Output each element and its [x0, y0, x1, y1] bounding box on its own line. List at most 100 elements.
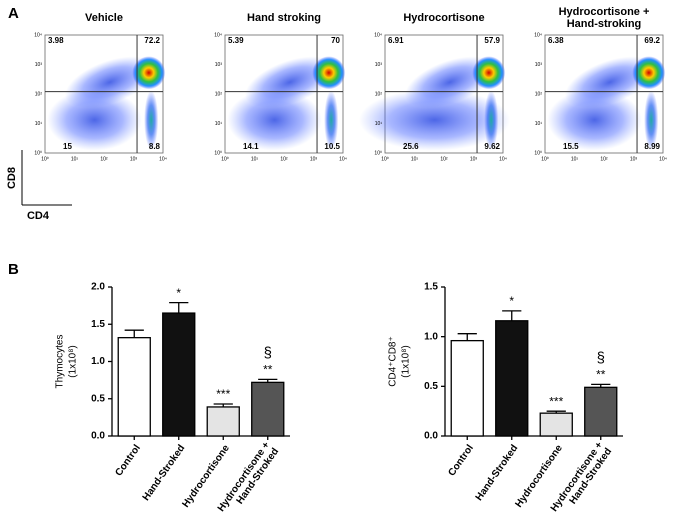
bar [251, 381, 285, 437]
quadrant-value: 15 [63, 142, 72, 151]
y-tick-label: 1.0 [91, 356, 105, 367]
axis-tick-label: 10⁴ [534, 32, 542, 38]
axis-tick-label: 10⁴ [659, 156, 667, 162]
axis-tick-label: 10¹ [215, 121, 223, 127]
axis-tick-label: 10⁴ [214, 32, 222, 38]
bar [495, 320, 529, 437]
axis-tick-label: 10² [100, 156, 108, 162]
axis-tick-label: 10⁴ [34, 32, 42, 38]
axis-tick-label: 10¹ [35, 121, 43, 127]
bar [584, 386, 618, 437]
axis-tick-label: 10⁴ [499, 156, 507, 162]
axis-tick-label: 10⁴ [339, 156, 347, 162]
quadrant-value: 9.62 [484, 142, 500, 151]
axis-tick-label: 10² [440, 156, 448, 162]
axis-tick-label: 10⁰ [541, 156, 549, 162]
axis-tick-label: 10⁰ [534, 150, 542, 156]
cell-hotspot [472, 56, 506, 90]
text-line: Hand-stroking [567, 18, 642, 30]
quadrant-value: 6.91 [388, 36, 404, 45]
axis-tick-label: 10¹ [411, 156, 419, 162]
panel-label: B [8, 261, 19, 278]
axis-tick-label: 10² [280, 156, 288, 162]
cell-strip [144, 90, 159, 150]
cell-strip [484, 90, 499, 150]
axis-tick-label: 10¹ [71, 156, 79, 162]
bar [162, 312, 196, 437]
significance-mark: ** [596, 368, 606, 382]
axis-tick-label: 10³ [470, 156, 478, 162]
quadrant-value: 6.38 [548, 36, 564, 45]
axis-tick-label: 10⁰ [221, 156, 229, 162]
cell-cloud [359, 89, 511, 151]
quadrant-value: 72.2 [144, 36, 160, 45]
plot-title: Hand stroking [247, 12, 321, 24]
bar [117, 337, 151, 437]
y-tick-label: 0.5 [91, 393, 105, 404]
axis-tick-label: 10¹ [571, 156, 579, 162]
cell-cloud [47, 89, 142, 151]
y-tick-label: 0.5 [424, 381, 438, 392]
axis-tick-label: 10² [215, 91, 223, 97]
plot-title: Hydrocortisone [403, 12, 484, 24]
axis-label: CD8 [6, 167, 18, 189]
axis-tick-label: 10³ [375, 62, 383, 68]
axis-tick-label: 10³ [35, 62, 43, 68]
axis-label: CD4 [27, 210, 50, 222]
axis-tick-label: 10⁴ [374, 32, 382, 38]
cell-cloud [547, 89, 642, 151]
quadrant-value: 25.6 [403, 142, 419, 151]
y-tick-label: 0.0 [424, 431, 438, 442]
axis-tick-label: 10⁰ [41, 156, 49, 162]
cell-cloud [64, 56, 155, 108]
axis-tick-label: 10¹ [375, 121, 383, 127]
quadrant-value: 57.9 [484, 36, 500, 45]
cell-cloud [227, 89, 322, 151]
axis-tick-label: 10² [375, 91, 383, 97]
axis-tick-label: 10² [600, 156, 608, 162]
x-tick-label: Control [446, 443, 476, 479]
axis-tick-label: 10³ [630, 156, 638, 162]
cell-hotspot [312, 56, 346, 90]
significance-mark: § [264, 344, 272, 361]
bar [206, 406, 240, 437]
x-tick-label: Control [113, 443, 143, 479]
y-tick-label: 0.0 [91, 431, 105, 442]
bar [450, 339, 484, 437]
cell-hotspot [132, 56, 166, 90]
y-tick-label: 2.0 [91, 282, 105, 293]
quadrant-value: 14.1 [243, 142, 259, 151]
cell-cloud [404, 56, 495, 108]
axis-tick-label: 10³ [310, 156, 318, 162]
quadrant-value: 15.5 [563, 142, 579, 151]
axis-tick-label: 10⁰ [214, 150, 222, 156]
significance-mark: * [509, 294, 514, 308]
axis-tick-label: 10⁰ [34, 150, 42, 156]
axis-tick-label: 10³ [535, 62, 543, 68]
significance-mark: *** [216, 387, 230, 401]
cell-cloud [244, 56, 335, 108]
y-tick-label: 1.5 [91, 319, 105, 330]
quadrant-value: 8.99 [644, 142, 660, 151]
cell-strip [644, 90, 659, 150]
x-tick-label: Hand-Stroked [141, 443, 188, 503]
plot-title: Vehicle [85, 12, 123, 24]
text-line: Hydrocortisone + [559, 6, 650, 18]
axis-tick-label: 10⁰ [374, 150, 382, 156]
significance-mark: *** [549, 394, 563, 408]
significance-mark: * [176, 286, 181, 300]
quadrant-value: 70 [331, 36, 340, 45]
quadrant-value: 69.2 [644, 36, 660, 45]
y-axis-label: CD4⁺CD8⁺ [388, 336, 399, 387]
axis-tick-label: 10² [535, 91, 543, 97]
x-tick-label: Hand-Stroked [474, 443, 521, 503]
axis-tick-label: 10³ [215, 62, 223, 68]
quadrant-value: 10.5 [324, 142, 340, 151]
plot-title: Hydrocortisone + Hand-stroking [559, 6, 650, 30]
axis-tick-label: 10³ [130, 156, 138, 162]
